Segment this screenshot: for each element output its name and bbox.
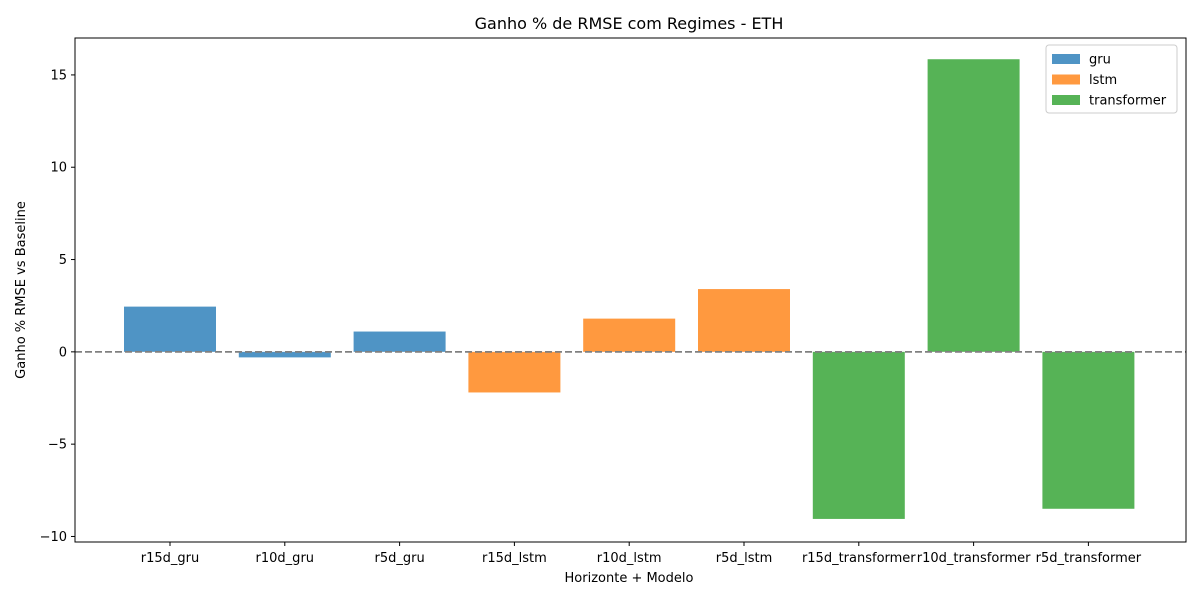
x-tick-label: r15d_transformer [802, 551, 916, 566]
legend-swatch-transformer [1052, 95, 1080, 105]
legend-label-transformer: transformer [1089, 94, 1167, 109]
legend-label-lstm: lstm [1089, 73, 1117, 88]
y-tick-label: 10 [50, 161, 67, 176]
y-axis-ticks: −10 −5 0 5 10 15 [40, 68, 75, 545]
y-tick-label: −10 [40, 530, 67, 545]
plot-frame [74, 37, 1187, 543]
x-tick-label: r5d_gru [374, 551, 424, 566]
y-tick-label: 5 [59, 253, 67, 268]
bar-r15d_transformer [812, 351, 905, 519]
legend-label-gru: gru [1089, 53, 1111, 68]
legend-swatch-gru [1052, 54, 1080, 64]
bar-r10d_lstm [583, 318, 676, 352]
x-tick-label: r5d_transformer [1036, 551, 1142, 566]
x-tick-label: r5d_lstm [716, 551, 773, 566]
y-tick-label: −5 [48, 438, 67, 453]
x-axis-ticks: r15d_gru r10d_gru r5d_gru r15d_lstm r10d_lst… [141, 542, 1142, 566]
bar-r10d_transformer [927, 59, 1020, 352]
bars [124, 59, 1135, 519]
bar-r5d_transformer [1042, 351, 1135, 509]
bar-r15d_gru [124, 306, 216, 352]
x-tick-label: r10d_lstm [597, 551, 662, 566]
y-tick-label: 15 [50, 68, 67, 83]
x-tick-label: r15d_gru [141, 551, 199, 566]
y-tick-label: 0 [59, 345, 67, 360]
y-axis-label: Ganho % RMSE vs Baseline [14, 201, 29, 379]
bar-r10d_gru [238, 351, 331, 358]
x-tick-label: r10d_gru [256, 551, 314, 566]
x-tick-label: r10d_transformer [917, 551, 1031, 566]
legend-swatch-lstm [1052, 74, 1080, 85]
bar-r15d_lstm [468, 351, 561, 393]
bar-r5d_lstm [698, 289, 790, 352]
bar-r5d_gru [353, 331, 446, 352]
x-tick-label: r15d_lstm [482, 551, 547, 566]
x-axis-label: Horizonte + Modelo [565, 571, 694, 586]
legend: gru lstm transformer [1045, 44, 1178, 114]
chart-title: Ganho % de RMSE com Regimes - ETH [475, 14, 784, 33]
